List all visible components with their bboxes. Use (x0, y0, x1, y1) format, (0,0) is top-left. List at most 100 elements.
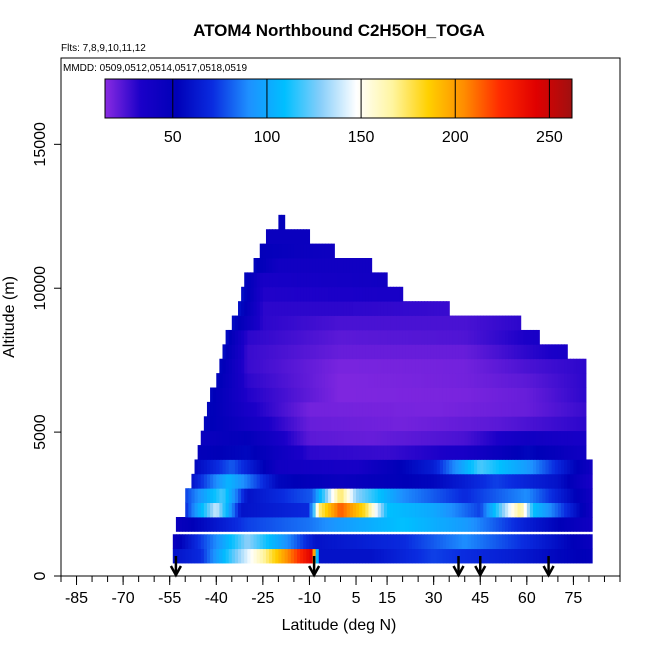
heatmap-cell (241, 430, 245, 446)
heatmap-cell (489, 517, 494, 532)
heatmap-cell (265, 272, 270, 288)
heatmap-cell (402, 517, 407, 532)
heatmap-cell (421, 459, 425, 475)
heatmap-cell (356, 344, 360, 360)
heatmap-cell (557, 445, 562, 460)
heatmap-cell (396, 430, 401, 446)
heatmap-cell (464, 445, 469, 460)
heatmap-cell (545, 548, 550, 564)
heatmap-cell (238, 502, 242, 518)
heatmap-cell (560, 534, 565, 550)
heatmap-cell (439, 387, 444, 403)
heatmap-cell (225, 416, 230, 432)
heatmap-cell (570, 387, 575, 403)
heatmap-cell (573, 430, 578, 446)
heatmap-cell (297, 373, 301, 388)
heatmap-cell (324, 416, 329, 432)
heatmap-cell (408, 445, 413, 460)
heatmap-cell (464, 401, 469, 417)
heatmap-cell (241, 502, 245, 518)
heatmap-cell (250, 416, 255, 432)
heatmap-cell (368, 502, 373, 518)
heatmap-cell (365, 272, 370, 288)
heatmap-cell (421, 488, 425, 504)
heatmap-cell (588, 488, 593, 504)
heatmap-cell (228, 329, 233, 345)
heatmap-cell (300, 416, 304, 432)
heatmap-cell (501, 430, 506, 446)
heatmap-cell (495, 416, 500, 432)
heatmap-cell (247, 502, 252, 518)
heatmap-cell (256, 286, 261, 302)
heatmap-cell (554, 430, 559, 446)
heatmap-cell (449, 430, 453, 446)
heatmap-cell (303, 473, 307, 489)
heatmap-cell (247, 401, 252, 417)
heatmap-cell (331, 430, 335, 446)
heatmap-cell (542, 387, 547, 403)
heatmap-cell (390, 473, 394, 489)
heatmap-cell (557, 416, 562, 432)
heatmap-cell (253, 502, 258, 518)
heatmap-cell (467, 387, 472, 403)
heatmap-cell (321, 243, 326, 259)
heatmap-cell (533, 534, 537, 550)
heatmap-cell (328, 243, 332, 259)
heatmap-cell (396, 387, 401, 403)
heatmap-cell (281, 430, 286, 446)
heatmap-cell (334, 534, 338, 550)
heatmap-cell (287, 459, 292, 475)
heatmap-cell (225, 401, 230, 417)
heatmap-cell (281, 258, 286, 273)
heatmap-cell (359, 344, 363, 360)
heatmap-cell (374, 315, 379, 331)
heatmap-cell (349, 258, 354, 273)
heatmap-cell (337, 534, 342, 550)
heatmap-cell (269, 243, 273, 259)
heatmap-cell (433, 548, 438, 564)
heatmap-cell (486, 548, 491, 564)
heatmap-cell (523, 416, 528, 432)
heatmap-cell (545, 401, 550, 417)
heatmap-cell (477, 534, 481, 550)
heatmap-cell (265, 488, 270, 504)
heatmap-cell (275, 358, 279, 374)
heatmap-cell (430, 358, 435, 374)
x-axis-label: Latitude (deg N) (282, 617, 397, 634)
heatmap-cell (567, 459, 571, 475)
heatmap-cell (321, 502, 326, 518)
heatmap-cell (368, 272, 373, 288)
heatmap-cell (312, 358, 317, 374)
heatmap-cell (328, 517, 332, 532)
heatmap-cell (483, 502, 488, 518)
heatmap-cell (564, 430, 568, 446)
heatmap-cell (374, 488, 379, 504)
heatmap-cell (455, 344, 460, 360)
heatmap-cell (418, 373, 422, 388)
heatmap-cell (452, 387, 457, 403)
x-tick-label: -70 (112, 590, 135, 607)
heatmap-cell (415, 445, 419, 460)
heatmap-cell (216, 416, 220, 432)
heatmap-cell (281, 401, 286, 417)
heatmap-cell (526, 459, 531, 475)
heatmap-cell (287, 258, 292, 273)
heatmap-cell (576, 445, 581, 460)
heatmap-cell (275, 344, 279, 360)
heatmap-cell (452, 502, 457, 518)
heatmap-cell (380, 329, 385, 345)
heatmap-cell (579, 401, 584, 417)
heatmap-cell (259, 358, 264, 374)
heatmap-cell (427, 373, 432, 388)
heatmap-cell (464, 517, 469, 532)
heatmap-cell (486, 517, 491, 532)
heatmap-cell (284, 502, 289, 518)
heatmap-cell (269, 301, 273, 316)
heatmap-cell (408, 344, 413, 360)
heatmap-cell (182, 548, 186, 564)
heatmap-cell (396, 445, 401, 460)
heatmap-cell (424, 445, 429, 460)
heatmap-cell (461, 548, 466, 564)
heatmap-cell (315, 344, 320, 360)
heatmap-cell (415, 473, 419, 489)
